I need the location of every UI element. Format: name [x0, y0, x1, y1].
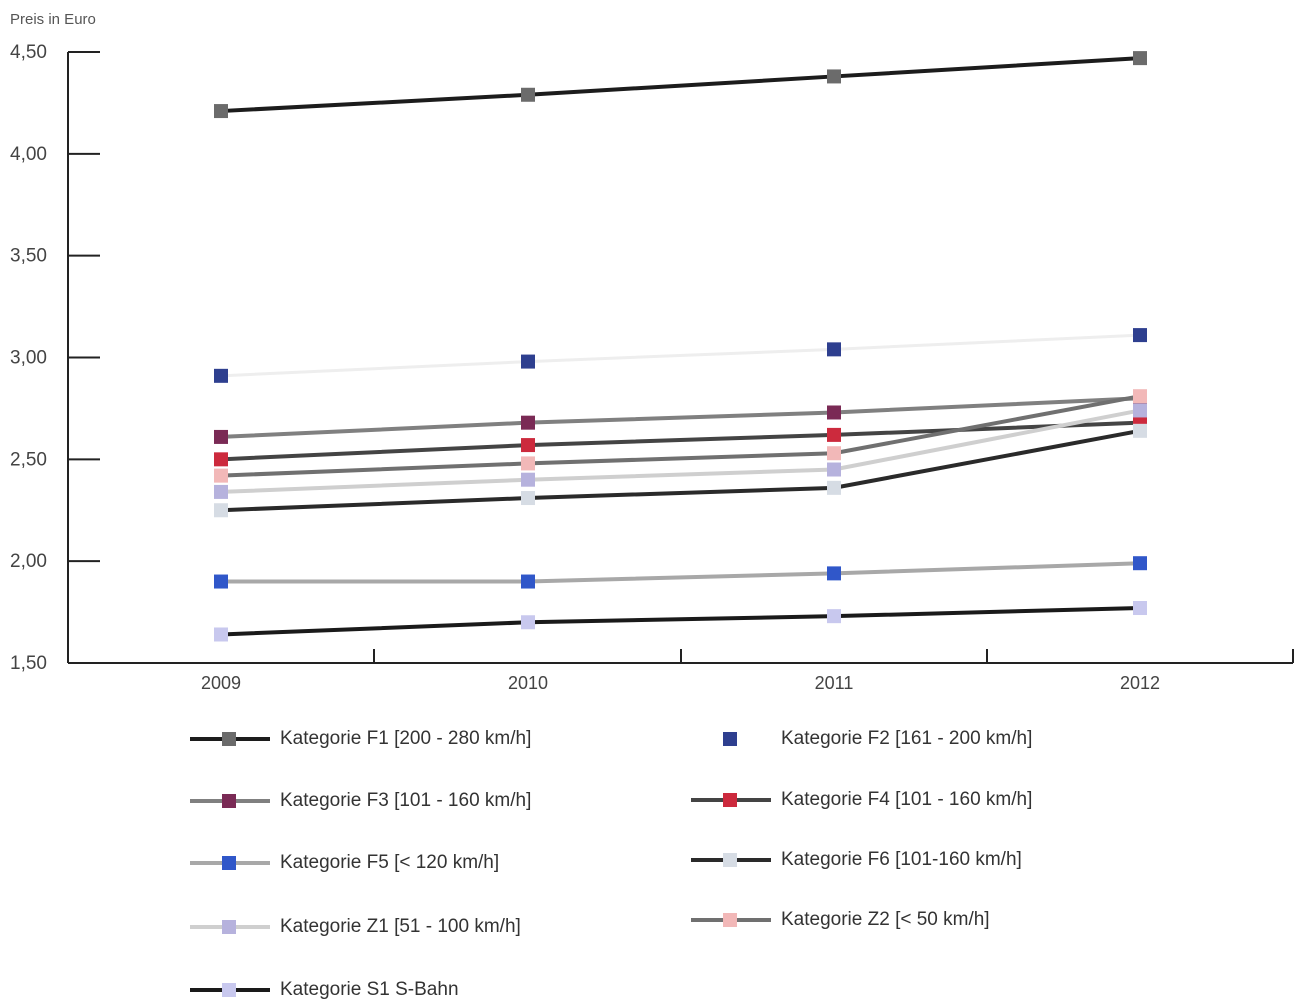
data-point [521, 491, 535, 506]
data-point [827, 405, 841, 420]
data-point [214, 503, 228, 518]
data-point [1133, 328, 1147, 343]
data-point [1133, 389, 1147, 404]
series-line [220, 56, 1141, 114]
data-point [1133, 423, 1147, 438]
data-point [214, 468, 228, 483]
data-point [1133, 556, 1147, 571]
data-point [214, 368, 228, 383]
series-line [220, 333, 1141, 378]
data-point [1133, 601, 1147, 616]
series-line [220, 606, 1141, 637]
series-group [214, 51, 1147, 642]
data-point [521, 354, 535, 369]
data-point [521, 472, 535, 487]
series-line [220, 408, 1141, 494]
series-line [220, 394, 1141, 478]
data-point [827, 462, 841, 477]
data-point [214, 429, 228, 444]
data-point [827, 427, 841, 442]
data-point [521, 456, 535, 471]
data-point [1133, 51, 1147, 66]
series-line [220, 396, 1141, 439]
y-tick-label: 2,50 [10, 449, 47, 470]
data-point [214, 452, 228, 467]
series-line [220, 428, 1141, 513]
data-point [521, 415, 535, 430]
data-point [827, 566, 841, 581]
data-point [827, 480, 841, 495]
data-point [827, 446, 841, 461]
x-tick-label: 2012 [1120, 673, 1160, 693]
data-point [521, 615, 535, 630]
data-point [827, 69, 841, 84]
data-point [214, 627, 228, 642]
x-tick-label: 2009 [201, 673, 241, 693]
y-tick-label: 4,50 [10, 42, 47, 63]
y-tick-label: 4,00 [10, 144, 47, 165]
y-tick-label: 3,00 [10, 348, 47, 369]
data-point [521, 574, 535, 589]
x-tick-label: 2011 [815, 673, 854, 693]
data-point [827, 342, 841, 357]
series-line [221, 561, 1141, 584]
data-point [214, 104, 228, 119]
y-tick-label: 3,50 [10, 246, 47, 267]
data-point [521, 87, 535, 102]
data-point [1133, 403, 1147, 418]
y-tick-label: 1,50 [10, 653, 47, 674]
x-tick-label: 2010 [508, 673, 548, 693]
y-tick-label: 2,00 [10, 551, 47, 572]
data-point [827, 609, 841, 624]
axes: 1,50 2,00 2,50 3,00 3,50 4,00 4,50 2009 2010 2011… [10, 42, 1294, 693]
y-axis-label: Preis in Euro [10, 11, 96, 28]
data-point [521, 438, 535, 453]
data-point [214, 574, 228, 589]
series-line [220, 420, 1141, 462]
data-point [214, 484, 228, 499]
